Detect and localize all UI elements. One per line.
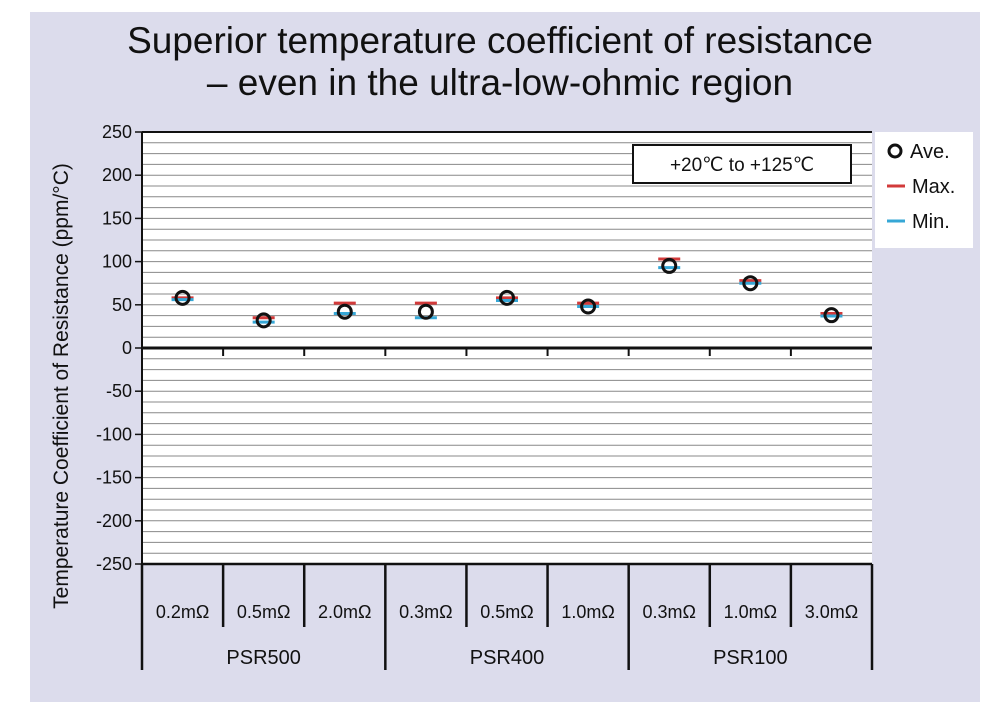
y-tick-label: 200 xyxy=(102,165,132,185)
average-point xyxy=(580,298,597,315)
category-label: 3.0mΩ xyxy=(805,602,858,622)
y-tick-label: 250 xyxy=(102,122,132,142)
group-label: PSR400 xyxy=(470,647,545,669)
y-tick-label: -200 xyxy=(96,511,132,531)
group-label: PSR500 xyxy=(226,647,301,669)
y-axis-label: Temperature Coefficient of Resistance (p… xyxy=(50,163,73,609)
average-point xyxy=(417,303,434,320)
data-marks xyxy=(171,257,843,329)
legend-average-marker xyxy=(887,143,903,159)
category-label: 1.0mΩ xyxy=(724,602,777,622)
title-line-2: – even in the ultra-low-ohmic region xyxy=(206,62,794,103)
category-label: 0.5mΩ xyxy=(237,602,290,622)
legend: Ave. Max. Min. xyxy=(875,132,973,248)
category-labels: 0.2mΩ 0.5mΩ 2.0mΩ 0.3mΩ 0.5mΩ 1.0mΩ 0.3mΩ 1.0mΩ… xyxy=(156,602,858,622)
y-tick-label: 100 xyxy=(102,252,132,272)
group-label: PSR100 xyxy=(713,647,788,669)
average-point xyxy=(174,289,191,306)
y-tick-label: -100 xyxy=(96,424,132,444)
axes xyxy=(135,131,874,670)
y-tick-label: 50 xyxy=(112,295,132,315)
annotation-text: +20℃ to +125℃ xyxy=(670,155,814,176)
group-labels: PSR500 PSR400 PSR100 xyxy=(226,647,787,669)
average-point xyxy=(336,303,353,320)
average-point xyxy=(823,307,840,324)
annotation-box: +20℃ to +125℃ xyxy=(632,144,852,184)
y-tick-label: -150 xyxy=(96,468,132,488)
category-label: 0.2mΩ xyxy=(156,602,209,622)
category-label: 0.3mΩ xyxy=(642,602,695,622)
average-point xyxy=(499,289,515,306)
title-line-1: Superior temperature coefficient of resi… xyxy=(127,20,873,61)
y-tick-labels: 250 200 150 100 50 0 -50 -100 -150 -200 -250 xyxy=(96,122,132,574)
legend-max-label: Max. xyxy=(912,176,955,198)
average-point xyxy=(661,257,678,274)
average-point xyxy=(255,312,272,329)
category-label: 1.0mΩ xyxy=(561,602,614,622)
y-tick-label: 0 xyxy=(122,338,132,358)
average-point xyxy=(742,275,759,292)
chart-title: Superior temperature coefficient of resi… xyxy=(30,20,970,104)
category-label: 2.0mΩ xyxy=(318,602,371,622)
y-tick-label: 150 xyxy=(102,208,132,228)
y-tick-label: -50 xyxy=(106,381,132,401)
legend-average-label: Ave. xyxy=(910,141,950,163)
legend-min-label: Min. xyxy=(912,211,950,233)
category-label: 0.3mΩ xyxy=(399,602,452,622)
y-tick-label: -250 xyxy=(96,554,132,574)
category-label: 0.5mΩ xyxy=(480,602,533,622)
